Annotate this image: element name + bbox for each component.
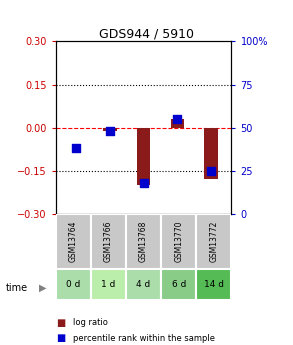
Point — [175, 116, 180, 122]
FancyBboxPatch shape — [196, 214, 231, 269]
FancyBboxPatch shape — [161, 214, 196, 269]
Text: 1 d: 1 d — [101, 280, 116, 289]
Text: GSM13772: GSM13772 — [209, 221, 218, 262]
Bar — [103, 128, 117, 130]
FancyBboxPatch shape — [91, 214, 126, 269]
Bar — [137, 128, 150, 185]
Text: 0 d: 0 d — [66, 280, 81, 289]
FancyBboxPatch shape — [126, 269, 161, 300]
Point — [108, 128, 112, 134]
FancyBboxPatch shape — [196, 269, 231, 300]
Text: percentile rank within the sample: percentile rank within the sample — [73, 334, 215, 343]
FancyBboxPatch shape — [56, 269, 91, 300]
FancyBboxPatch shape — [126, 214, 161, 269]
Text: GSM13770: GSM13770 — [174, 221, 183, 262]
Text: 14 d: 14 d — [204, 280, 224, 289]
Text: 4 d: 4 d — [137, 280, 151, 289]
Text: GSM13768: GSM13768 — [139, 221, 148, 262]
Point — [209, 168, 214, 174]
Text: 6 d: 6 d — [171, 280, 186, 289]
Text: time: time — [6, 283, 28, 293]
Bar — [171, 119, 184, 128]
Point — [74, 146, 78, 151]
Text: GSM13764: GSM13764 — [69, 221, 78, 262]
Text: ■: ■ — [56, 318, 65, 327]
Text: ▶: ▶ — [39, 283, 47, 293]
FancyBboxPatch shape — [91, 269, 126, 300]
Text: ■: ■ — [56, 333, 65, 343]
FancyBboxPatch shape — [56, 214, 91, 269]
Text: log ratio: log ratio — [73, 318, 108, 327]
Text: GSM13766: GSM13766 — [104, 221, 113, 262]
Text: GDS944 / 5910: GDS944 / 5910 — [99, 28, 194, 41]
Point — [141, 180, 146, 186]
Bar — [205, 128, 218, 179]
FancyBboxPatch shape — [161, 269, 196, 300]
